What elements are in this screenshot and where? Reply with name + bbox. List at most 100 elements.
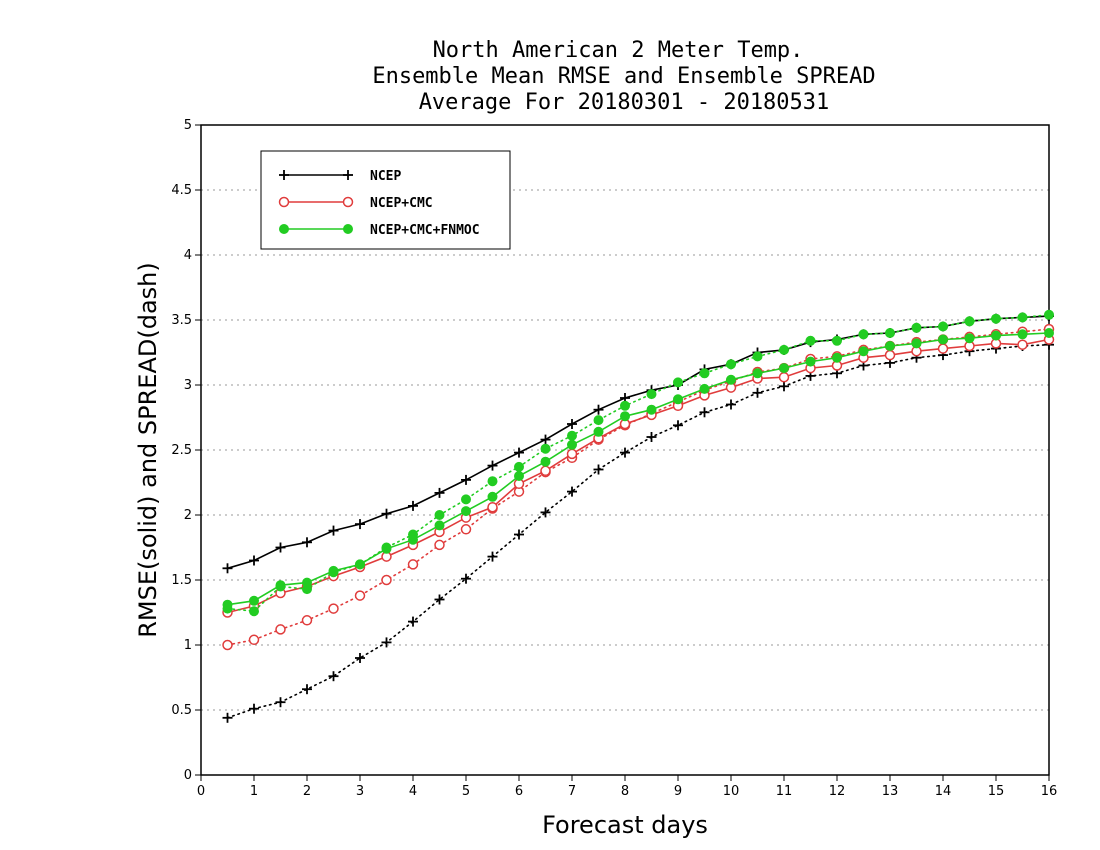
title-line-1: North American 2 Meter Temp. — [433, 38, 804, 63]
ncep-cmc-fnmoc-rmse-point — [805, 356, 816, 367]
y-tick-label: 1.5 — [171, 573, 192, 588]
ncep-cmc-fnmoc-spread-point — [964, 316, 975, 327]
y-tick-label: 0 — [184, 768, 192, 783]
ncep-cmc-fnmoc-spread-point — [779, 344, 789, 355]
x-tick-label: 2 — [303, 784, 311, 799]
legend-label-ncep-cmc-fnmoc: NCEP+CMC+FNMOC — [370, 223, 480, 238]
ncep-cmc-fnmoc-spread-point — [938, 321, 948, 332]
ncep-cmc-fnmoc-spread-point — [858, 329, 869, 340]
ncep-cmc-spread-point — [381, 574, 392, 586]
ncep-rmse-point — [328, 525, 339, 536]
ncep-cmc-fnmoc-rmse-point — [938, 334, 948, 345]
ncep-cmc-fnmoc-rmse-point — [302, 577, 312, 588]
axes: 00.511.522.533.544.550 1 2 3 4 5 6 7 8 9 10 11 12 13 1… — [171, 118, 1057, 799]
ncep-cmc-fnmoc-spread-point — [249, 606, 259, 617]
y-tick-label: 2 — [184, 508, 192, 523]
ncep-cmc-fnmoc-spread-point — [1044, 309, 1054, 320]
ncep-cmc-fnmoc-rmse-point — [620, 411, 630, 422]
ncep-cmc-fnmoc-spread-point — [832, 335, 842, 346]
ncep-cmc-rmse-point — [1017, 339, 1028, 350]
ncep-cmc-rmse-point — [884, 349, 896, 361]
ncep-spread-point — [699, 407, 710, 418]
ncep-cmc-spread-point — [434, 539, 445, 551]
y-tick-label: 1 — [184, 638, 192, 653]
ncep-cmc-fnmoc-spread-point — [461, 494, 471, 505]
ncep-cmc-fnmoc-rmse-point — [328, 565, 339, 576]
x-tick-label: 11 — [776, 784, 793, 799]
ncep-cmc-fnmoc-rmse-point — [832, 352, 842, 363]
title-line-3: Average For 20180301 - 20180531 — [419, 90, 830, 115]
ncep-cmc-fnmoc-spread-point — [726, 359, 736, 370]
ncep-rmse-point — [540, 434, 551, 445]
chart-title: North American 2 Meter Temp. Ensemble Me… — [372, 38, 875, 115]
ncep-cmc-fnmoc-rmse-point — [885, 341, 895, 351]
ncep-cmc-fnmoc-spread-point — [699, 368, 710, 379]
ncep-rmse-line — [227, 315, 1050, 570]
title-line-2: Ensemble Mean RMSE and Ensemble SPREAD — [372, 64, 875, 89]
ncep-rmse-point — [381, 508, 392, 519]
ncep-cmc-spread-point — [222, 639, 233, 651]
y-tick-label: 4 — [184, 248, 192, 263]
ncep-spread-point — [275, 697, 286, 708]
ncep-rmse-point — [249, 555, 259, 566]
ncep-spread-point — [461, 573, 471, 584]
x-tick-label: 6 — [515, 784, 523, 799]
ncep-cmc-fnmoc-spread-point — [593, 415, 604, 426]
y-tick-label: 0.5 — [171, 703, 192, 718]
y-tick-label: 5 — [184, 118, 192, 133]
ncep-cmc-fnmoc-rmse-point — [355, 559, 365, 570]
ncep-cmc-fnmoc-rmse-point — [461, 506, 471, 517]
ncep-rmse-point — [567, 419, 577, 429]
ncep-cmc-fnmoc-rmse-point — [1017, 329, 1028, 340]
ncep-cmc-fnmoc-spread-point — [885, 328, 895, 338]
ncep-cmc-fnmoc-spread-point — [1017, 312, 1028, 323]
legend-marker-ncep-cmc — [342, 196, 354, 208]
ncep-cmc-fnmoc-spread-point — [991, 313, 1001, 324]
ncep-cmc-fnmoc-spread-point — [752, 351, 763, 362]
ncep-cmc-fnmoc-rmse-point — [381, 543, 392, 554]
y-axis-label: RMSE(solid) and SPREAD(dash) — [134, 262, 162, 638]
ncep-cmc-fnmoc-rmse-point — [593, 426, 604, 437]
ncep-rmse-point — [434, 487, 445, 498]
ncep-spread-point — [222, 712, 233, 723]
ncep-spread-point — [620, 447, 630, 458]
ncep-cmc-spread-point — [328, 603, 339, 614]
ncep-cmc-spread-point — [460, 524, 472, 535]
ncep-spread-point — [328, 671, 339, 682]
ncep-cmc-spread-point — [248, 634, 260, 646]
ncep-rmse-point — [222, 563, 233, 574]
x-tick-label: 16 — [1041, 784, 1058, 799]
ncep-spread-point — [302, 684, 312, 695]
ncep-rmse-point — [355, 519, 365, 530]
ncep-cmc-fnmoc-rmse-point — [858, 346, 869, 357]
ncep-cmc-fnmoc-rmse-point — [275, 580, 286, 591]
ncep-cmc-fnmoc-rmse-point — [567, 439, 577, 450]
ncep-spread-point — [726, 399, 736, 410]
ncep-spread-point — [249, 703, 259, 714]
ncep-cmc-fnmoc-spread-point — [911, 322, 922, 333]
ncep-cmc-spread-point — [407, 559, 419, 570]
legend-marker-ncep-cmc-fnmoc — [343, 224, 353, 234]
x-tick-label: 9 — [674, 784, 682, 799]
ncep-cmc-fnmoc-rmse-point — [779, 363, 789, 374]
legend-marker-ncep-cmc — [278, 196, 290, 208]
ncep-spread-point — [567, 486, 577, 497]
ncep-spread-point — [752, 387, 763, 398]
ncep-cmc-fnmoc-rmse-point — [726, 374, 736, 385]
legend-box — [260, 150, 511, 250]
ncep-cmc-fnmoc-spread-point — [805, 335, 816, 346]
ncep-cmc-fnmoc-spread-point — [540, 443, 551, 454]
ncep-cmc-fnmoc-rmse-point — [487, 491, 498, 502]
ncep-rmse-point — [302, 537, 312, 548]
ncep-spread-point — [514, 529, 524, 540]
ncep-cmc-fnmoc-rmse-point — [964, 333, 975, 344]
ncep-spread-point — [355, 653, 365, 663]
ncep-spread-line — [226, 343, 1050, 719]
x-tick-label: 10 — [723, 784, 740, 799]
ncep-rmse-point — [593, 404, 604, 415]
x-tick-label: 15 — [988, 784, 1005, 799]
x-tick-label: 1 — [250, 784, 258, 799]
ncep-cmc-fnmoc-spread-point — [514, 461, 524, 472]
ncep-rmse-point — [461, 474, 471, 485]
